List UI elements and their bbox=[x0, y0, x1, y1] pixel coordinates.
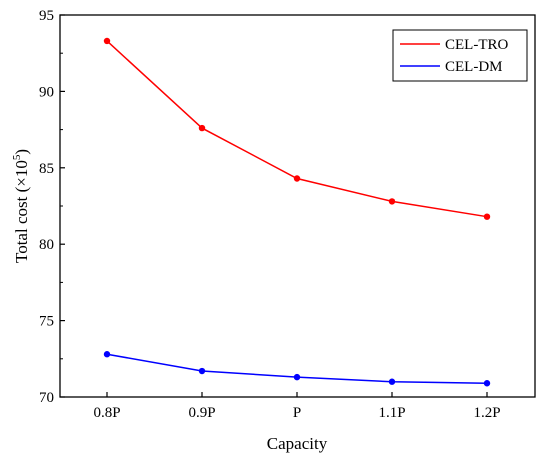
legend: CEL-TRO CEL-DM bbox=[392, 29, 528, 82]
data-point-cel-dm bbox=[293, 373, 301, 381]
x-tick-label: 0.8P bbox=[93, 405, 120, 421]
y-tick-label: 70 bbox=[39, 390, 54, 406]
data-point-cel-dm bbox=[483, 380, 491, 387]
data-point-cel-dm bbox=[388, 378, 396, 385]
x-tick-label: P bbox=[293, 405, 301, 421]
legend-label-cel-tro: CEL-TRO bbox=[445, 37, 508, 53]
y-axis-title-close: ) bbox=[12, 149, 31, 155]
data-point-cel-tro bbox=[293, 175, 301, 182]
x-tick-label: 1.1P bbox=[378, 405, 405, 421]
x-tick-label: 1.2P bbox=[473, 405, 500, 421]
y-tick-label: 85 bbox=[39, 161, 54, 177]
x-axis: 0.8P 0.9P P 1.1P 1.2P bbox=[93, 392, 501, 421]
y-tick-label: 75 bbox=[39, 314, 54, 330]
y-tick-label: 95 bbox=[39, 8, 54, 24]
y-axis-title-exponent: 5 bbox=[11, 154, 23, 160]
data-point-cel-tro bbox=[103, 37, 111, 45]
data-point-cel-tro bbox=[388, 198, 396, 205]
y-axis: 70 75 80 85 90 95 bbox=[39, 8, 65, 406]
data-point-cel-dm bbox=[198, 367, 206, 375]
y-tick-label: 80 bbox=[39, 237, 54, 253]
legend-label-cel-dm: CEL-DM bbox=[445, 59, 503, 75]
data-point-cel-tro bbox=[198, 124, 206, 132]
data-point-cel-dm bbox=[103, 351, 111, 358]
data-point-cel-tro bbox=[483, 213, 491, 220]
legend-box bbox=[392, 29, 528, 82]
y-tick-label: 90 bbox=[39, 84, 54, 100]
x-tick-label: 0.9P bbox=[188, 405, 215, 421]
y-axis-title-main: Total cost (×10 bbox=[12, 160, 31, 263]
y-axis-title: Total cost (×105) bbox=[11, 149, 31, 263]
series-layer bbox=[103, 37, 491, 387]
x-axis-title: Capacity bbox=[267, 434, 328, 453]
